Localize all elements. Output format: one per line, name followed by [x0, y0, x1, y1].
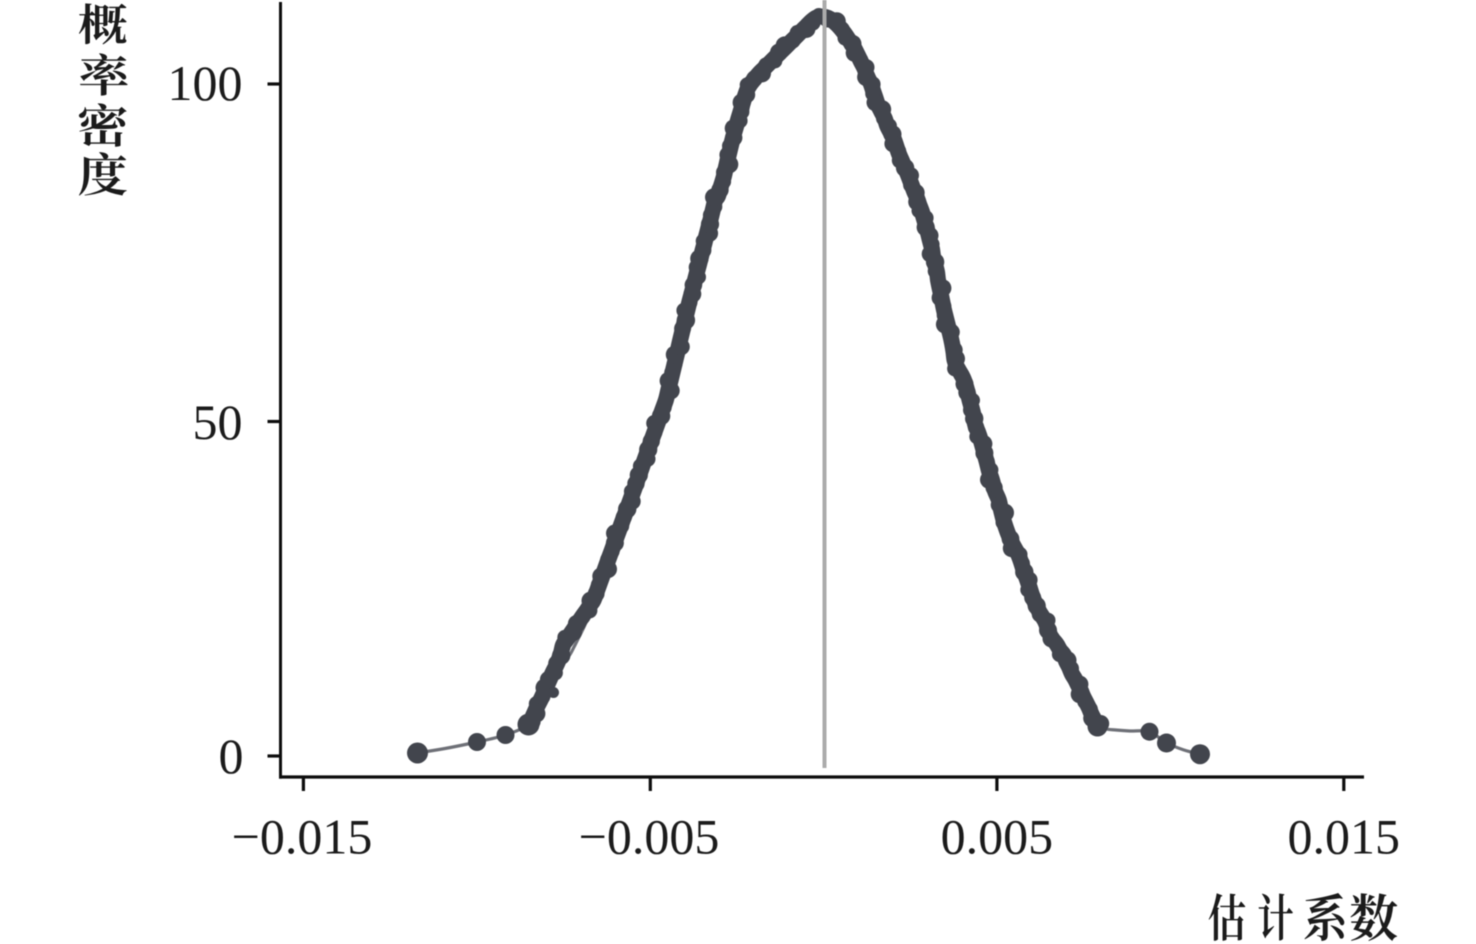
- svg-text:50: 50: [193, 394, 243, 450]
- svg-text:0.005: 0.005: [941, 809, 1054, 865]
- svg-text:0: 0: [219, 728, 244, 784]
- svg-text:−0.015: −0.015: [232, 809, 373, 865]
- svg-text:100: 100: [168, 55, 243, 111]
- svg-text:−0.005: −0.005: [579, 809, 720, 865]
- svg-text:0.015: 0.015: [1288, 809, 1401, 865]
